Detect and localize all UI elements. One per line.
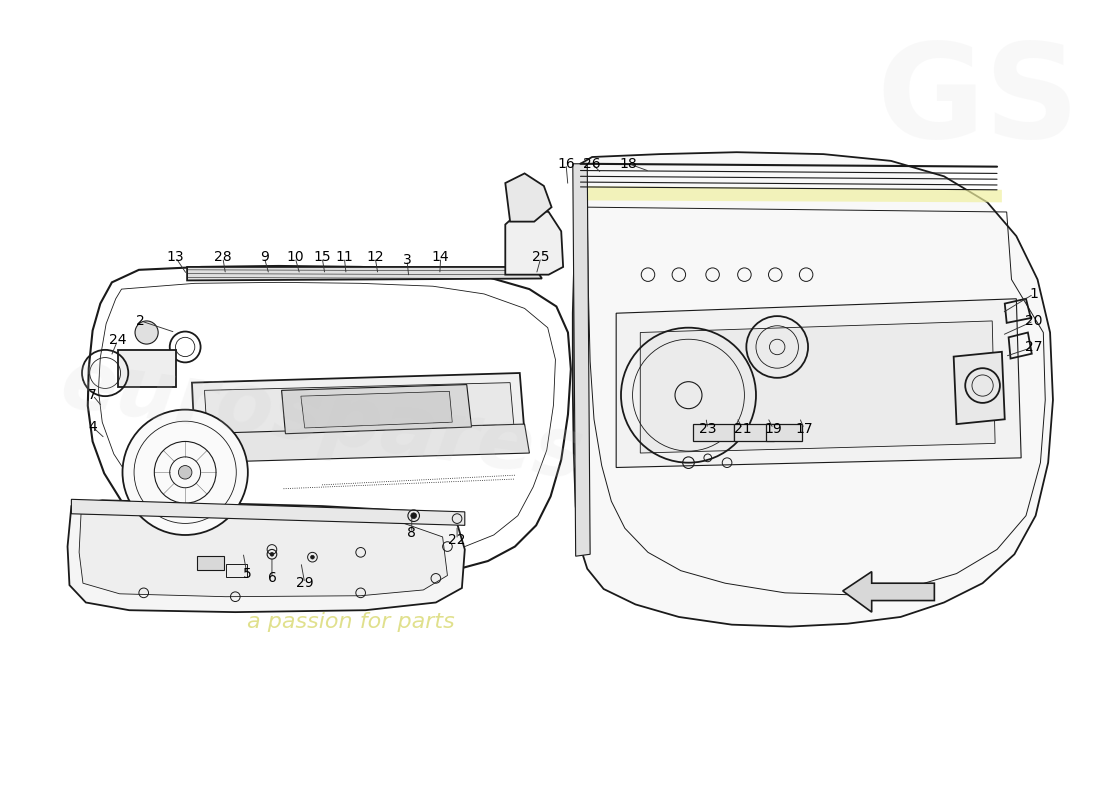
Text: 22: 22: [449, 533, 465, 547]
Text: 3: 3: [403, 253, 411, 267]
Text: 8: 8: [407, 526, 416, 540]
Text: 10: 10: [286, 250, 304, 264]
Text: 24: 24: [109, 334, 126, 347]
Polygon shape: [505, 207, 563, 274]
Polygon shape: [301, 391, 452, 428]
Polygon shape: [67, 500, 465, 612]
Polygon shape: [573, 164, 590, 556]
Polygon shape: [640, 321, 996, 453]
Text: 11: 11: [336, 250, 353, 264]
Circle shape: [135, 321, 158, 344]
Bar: [197, 556, 223, 570]
Polygon shape: [505, 174, 551, 222]
Text: GS: GS: [876, 38, 1079, 165]
Text: 21: 21: [734, 422, 751, 436]
Polygon shape: [72, 499, 465, 526]
Polygon shape: [205, 382, 514, 436]
Polygon shape: [582, 186, 1002, 202]
Text: 28: 28: [214, 250, 232, 264]
Text: 25: 25: [532, 250, 550, 264]
Circle shape: [122, 410, 248, 535]
Text: 6: 6: [267, 571, 276, 586]
Text: 18: 18: [619, 157, 638, 170]
Polygon shape: [187, 267, 542, 281]
Polygon shape: [954, 352, 1004, 424]
Circle shape: [310, 555, 315, 559]
Bar: [226, 564, 246, 578]
Polygon shape: [282, 385, 472, 434]
Text: 17: 17: [795, 422, 813, 436]
Text: 12: 12: [366, 250, 384, 264]
Bar: [118, 350, 176, 386]
Text: 29: 29: [296, 576, 314, 590]
Text: 14: 14: [432, 250, 450, 264]
Polygon shape: [191, 424, 529, 462]
Text: eurospares: eurospares: [55, 342, 588, 496]
Polygon shape: [191, 373, 525, 443]
Text: 27: 27: [1025, 340, 1043, 354]
Circle shape: [270, 552, 274, 556]
Text: 7: 7: [88, 388, 97, 402]
Text: 19: 19: [764, 422, 782, 436]
Text: 4: 4: [88, 420, 97, 434]
Text: 26: 26: [583, 157, 601, 170]
Text: 1: 1: [1030, 287, 1038, 301]
Polygon shape: [88, 266, 571, 577]
Text: a passion for parts: a passion for parts: [248, 612, 455, 632]
Bar: [766, 424, 802, 442]
Text: 13: 13: [167, 250, 185, 264]
Polygon shape: [843, 572, 934, 612]
Text: 23: 23: [698, 422, 716, 436]
Polygon shape: [573, 152, 1053, 626]
Circle shape: [178, 466, 191, 479]
Text: 16: 16: [558, 157, 575, 170]
Polygon shape: [79, 514, 448, 597]
Polygon shape: [616, 298, 1021, 467]
Text: 15: 15: [314, 250, 331, 264]
Text: 20: 20: [1025, 314, 1043, 328]
Bar: [693, 424, 734, 442]
Text: 5: 5: [242, 566, 251, 581]
Bar: [734, 424, 774, 442]
Text: 2: 2: [136, 314, 145, 328]
Text: 9: 9: [260, 250, 268, 264]
Circle shape: [410, 513, 417, 518]
